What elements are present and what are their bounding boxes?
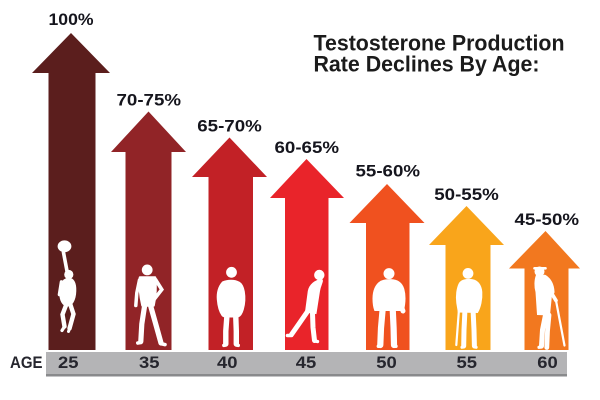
svg-text:65-70%: 65-70%	[197, 118, 262, 136]
svg-text:45: 45	[296, 353, 317, 372]
svg-text:60-65%: 60-65%	[275, 139, 340, 157]
svg-text:70-75%: 70-75%	[117, 92, 182, 110]
svg-text:35: 35	[139, 353, 160, 372]
svg-text:55-60%: 55-60%	[356, 163, 421, 181]
svg-text:60: 60	[537, 353, 558, 372]
svg-text:Rate Declines By Age:: Rate Declines By Age:	[314, 52, 540, 77]
svg-text:AGE: AGE	[10, 353, 43, 372]
svg-text:55: 55	[457, 353, 478, 372]
svg-text:50-55%: 50-55%	[434, 186, 499, 204]
svg-text:25: 25	[58, 353, 79, 372]
svg-text:45-50%: 45-50%	[515, 211, 580, 229]
svg-text:Testosterone Production: Testosterone Production	[314, 31, 565, 56]
svg-text:40: 40	[217, 353, 238, 372]
svg-text:100%: 100%	[49, 11, 94, 29]
svg-text:50: 50	[376, 353, 397, 372]
